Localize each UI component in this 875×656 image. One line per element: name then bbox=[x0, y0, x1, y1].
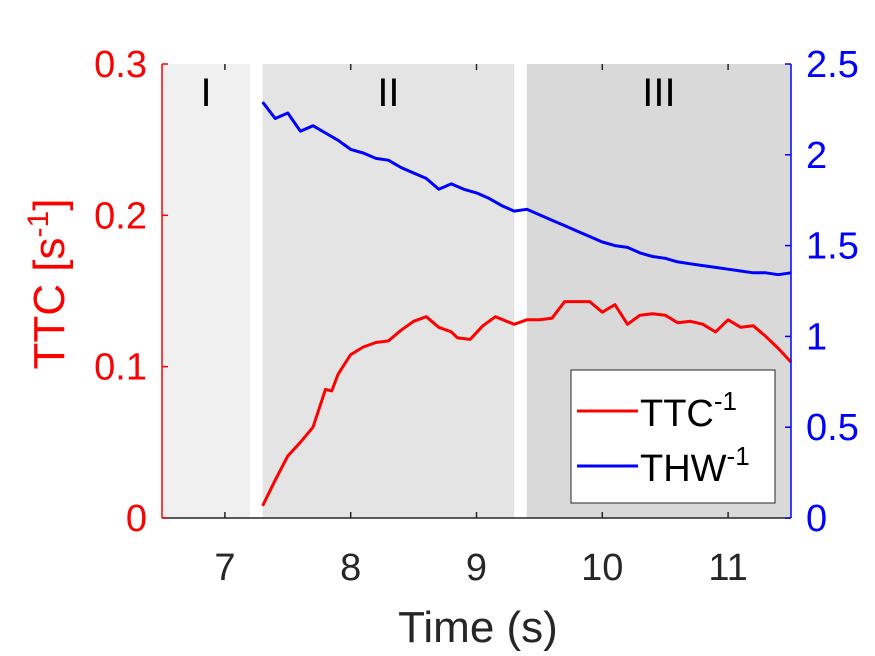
y-right-tick-label: 1.5 bbox=[806, 226, 859, 268]
y-right-tick-label: 1 bbox=[806, 316, 827, 358]
y-right-tick-label: 2.5 bbox=[806, 44, 859, 86]
legend: TTC-1 THW-1 bbox=[570, 369, 776, 504]
y-axis-left-label-superscript: -1 bbox=[22, 211, 55, 238]
y-axis-left-label-close: ] bbox=[25, 199, 74, 211]
y-left-tick-label: 0 bbox=[126, 498, 147, 540]
region-i bbox=[162, 64, 251, 518]
y-right-tick-label: 2 bbox=[806, 135, 827, 177]
legend-box bbox=[570, 369, 776, 504]
tick-labels: 7 8 9 10 11 0 0.1 0.2 0.3 0 0.5 1 1.5 2 2.5 bbox=[94, 44, 859, 589]
axes bbox=[161, 63, 792, 519]
x-tick-label: 10 bbox=[581, 547, 623, 589]
series-lines bbox=[261, 101, 793, 507]
region-label-ii: II bbox=[377, 71, 399, 115]
region-label-iii: III bbox=[642, 71, 675, 115]
phase-region-labels: I II III bbox=[200, 71, 675, 115]
y-axis-left-label-main: TTC [s bbox=[25, 237, 74, 369]
x-tick-label: 8 bbox=[340, 547, 361, 589]
region-ii bbox=[262, 64, 515, 518]
x-tick-label: 9 bbox=[466, 547, 487, 589]
legend-label-ttc: TTC-1 bbox=[640, 386, 737, 435]
legend-label-thw: THW-1 bbox=[640, 441, 750, 490]
y-left-tick-label: 0.1 bbox=[94, 347, 147, 389]
y-axis-left-label: TTC [s-1] bbox=[22, 199, 74, 370]
series-line-ttc bbox=[261, 300, 793, 507]
region-label-i: I bbox=[200, 71, 211, 115]
y-left-tick-label: 0.2 bbox=[94, 195, 147, 237]
y-right-tick-label: 0.5 bbox=[806, 407, 859, 449]
x-tick-label: 7 bbox=[214, 547, 235, 589]
y-right-tick-label: 0 bbox=[806, 498, 827, 540]
y-left-tick-label: 0.3 bbox=[94, 44, 147, 86]
x-tick-label: 11 bbox=[708, 547, 747, 589]
x-axis-label: Time (s) bbox=[398, 603, 558, 652]
series-line-thw bbox=[261, 101, 792, 277]
